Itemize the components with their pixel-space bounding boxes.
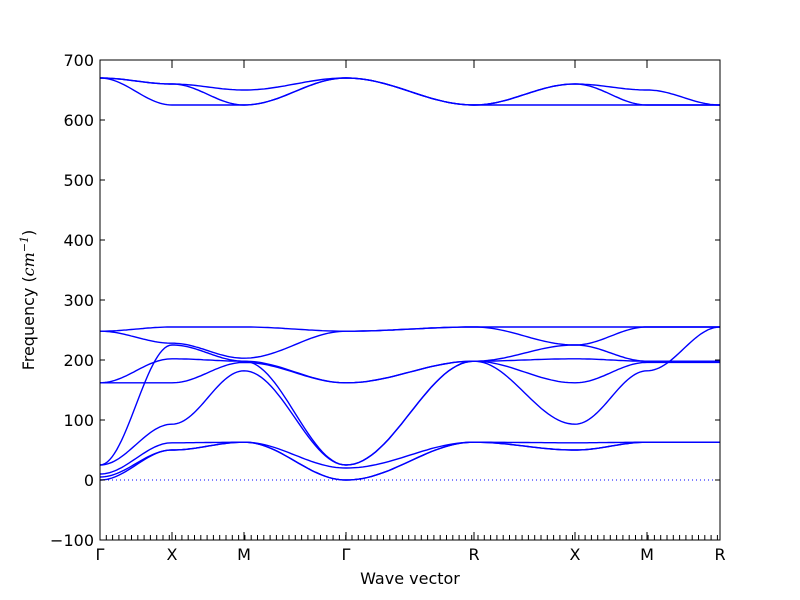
x-tick-label-5: R xyxy=(468,545,479,564)
y-tick-label: 300 xyxy=(63,291,94,310)
band-line-3 xyxy=(99,77,720,106)
band-line-9 xyxy=(99,344,720,466)
y-axis-label-exponent: −1 xyxy=(18,236,31,252)
x-tick-label-3: M xyxy=(237,545,251,564)
series-layer xyxy=(99,77,721,481)
y-tick-label: 0 xyxy=(84,471,94,490)
band-line-12 xyxy=(99,441,720,478)
y-axis-label: Frequency (cm−1) xyxy=(18,230,39,371)
y-axis-label-close: ) xyxy=(19,230,38,236)
ticks-layer: −100 0 100 200 300 400 500 600 700 Γ X M Γ R X M R xyxy=(50,51,726,564)
y-tick-label: −100 xyxy=(50,531,94,550)
y-axis-label-text: Frequency ( xyxy=(19,276,38,370)
x-tick-label-2: X xyxy=(167,545,178,564)
x-tick-label-6: X xyxy=(570,545,581,564)
x-tick-label-8: R xyxy=(714,545,725,564)
band-line-5 xyxy=(100,326,720,359)
y-tick-label: 500 xyxy=(63,171,94,190)
band-line-7 xyxy=(100,360,720,384)
x-tick-label-4: Γ xyxy=(342,545,351,564)
x-tick-label-7: M xyxy=(640,545,654,564)
y-tick-label: 200 xyxy=(63,351,94,370)
x-tick-label-1: Γ xyxy=(96,545,105,564)
y-tick-label: 700 xyxy=(63,51,94,70)
y-tick-label: 100 xyxy=(63,411,94,430)
y-axis-label-unit: cm xyxy=(19,252,38,276)
x-axis-label: Wave vector xyxy=(360,569,460,588)
y-tick-label: 400 xyxy=(63,231,94,250)
y-tick-label: 600 xyxy=(63,111,94,130)
plot-frame xyxy=(99,59,721,541)
